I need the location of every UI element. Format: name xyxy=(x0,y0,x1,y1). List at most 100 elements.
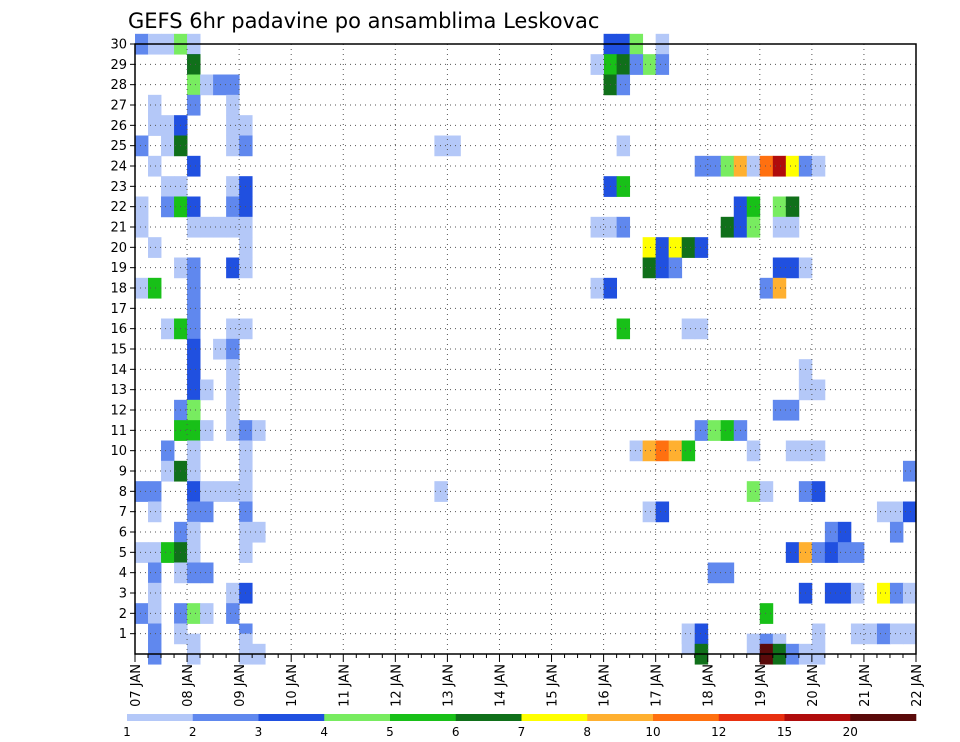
heat-cell xyxy=(161,196,175,218)
heat-cell xyxy=(707,562,722,584)
heat-cell xyxy=(902,501,917,523)
y-tick-label: 8 xyxy=(119,485,127,500)
y-tick-label: 29 xyxy=(110,58,127,73)
heat-cell xyxy=(694,318,709,340)
heat-cell xyxy=(785,440,800,462)
colorbar-legend: 1 2 3 4 5 6 7 8 10 12 15 20 xyxy=(123,714,917,739)
heat-cell xyxy=(681,633,696,655)
heat-cell xyxy=(707,155,722,177)
heat-cell xyxy=(616,176,631,197)
heat-cell xyxy=(824,542,839,563)
heat-cell xyxy=(226,216,240,238)
heat-cell xyxy=(811,481,826,502)
heat-cell xyxy=(226,359,240,380)
heat-cell xyxy=(785,257,800,279)
heat-cell xyxy=(187,399,201,421)
colorbar-swatch xyxy=(324,714,391,721)
heat-cell xyxy=(148,237,162,258)
heat-cell xyxy=(148,582,162,604)
heat-cell xyxy=(850,582,865,604)
heat-cell xyxy=(226,94,240,116)
heat-cell xyxy=(720,420,735,441)
heat-cell xyxy=(902,623,917,645)
x-tick-label: 13 JAN xyxy=(441,664,456,707)
heat-cell xyxy=(785,542,800,563)
heat-cell xyxy=(902,460,917,482)
y-tick-label: 22 xyxy=(110,200,127,215)
y-tick-label: 30 xyxy=(110,38,127,53)
heat-cell xyxy=(161,135,175,157)
heat-cell xyxy=(759,277,774,299)
x-tick-label: 08 JAN xyxy=(181,664,196,707)
colorbar-swatch xyxy=(521,714,588,721)
x-tick-label: 16 JAN xyxy=(598,664,613,707)
heat-cell xyxy=(720,216,735,238)
heat-cell xyxy=(226,257,240,279)
heat-cell xyxy=(681,440,696,462)
heat-cell xyxy=(876,623,891,645)
colorbar-label: 8 xyxy=(583,725,591,739)
y-tick-label: 9 xyxy=(119,465,127,480)
y-tick-label: 4 xyxy=(119,566,127,581)
plot-cells xyxy=(135,33,917,665)
heat-cell xyxy=(148,501,162,523)
x-tick-label: 09 JAN xyxy=(233,664,248,707)
heat-cell xyxy=(850,623,865,645)
x-tick-label: 17 JAN xyxy=(650,664,665,707)
heat-cell xyxy=(837,582,852,604)
x-tick-label: 20 JAN xyxy=(806,664,821,707)
heat-cell xyxy=(135,216,149,238)
x-tick-label: 18 JAN xyxy=(702,664,717,707)
y-tick-label: 16 xyxy=(110,322,127,337)
heat-cell xyxy=(226,399,240,421)
y-tick-label: 25 xyxy=(110,139,127,154)
heat-cell xyxy=(629,440,644,462)
heat-cell xyxy=(135,277,149,299)
x-tick-label: 10 JAN xyxy=(285,664,300,707)
heat-cell xyxy=(447,135,461,157)
heat-cell xyxy=(694,237,709,258)
heat-cell xyxy=(187,542,201,563)
heat-cell xyxy=(226,379,240,401)
heat-cell xyxy=(135,542,149,563)
heat-cell xyxy=(824,582,839,604)
heat-cell xyxy=(707,420,722,441)
heat-cell xyxy=(772,155,787,177)
heat-cell xyxy=(187,420,201,441)
colorbar-swatch xyxy=(653,714,720,721)
heat-cell xyxy=(642,237,657,258)
heat-cell xyxy=(213,481,227,502)
y-tick-label: 5 xyxy=(119,546,127,561)
heat-cell xyxy=(200,481,214,502)
heat-cell xyxy=(187,155,201,177)
heat-cell xyxy=(252,521,266,543)
y-axis: 1234567891011121314151617181920212223242… xyxy=(110,38,135,642)
x-tick-label: 11 JAN xyxy=(337,664,352,707)
y-tick-label: 7 xyxy=(119,505,127,520)
heat-cell xyxy=(811,542,826,563)
heat-cell xyxy=(655,440,670,462)
colorbar-swatch xyxy=(390,714,457,721)
heat-cell xyxy=(148,623,162,645)
heat-cell xyxy=(226,196,240,218)
heat-cell xyxy=(187,277,201,299)
heat-cell xyxy=(811,379,826,401)
heat-cell xyxy=(642,501,657,523)
heat-cell xyxy=(629,54,644,75)
x-axis: 07 JAN 08 JAN 09 JAN 10 JAN 11 JAN 12 JAN 13 J… xyxy=(129,654,925,707)
heat-cell xyxy=(772,399,787,421)
heat-cell xyxy=(772,257,787,279)
heat-cell xyxy=(135,481,149,502)
heat-cell xyxy=(148,277,162,299)
heat-cell xyxy=(187,338,201,360)
heat-cell xyxy=(226,176,240,197)
heat-cell xyxy=(785,216,800,238)
heat-cell xyxy=(200,216,214,238)
heat-cell xyxy=(148,155,162,177)
colorbar-label: 10 xyxy=(645,725,660,739)
colorbar-label: 1 xyxy=(123,725,131,739)
heat-cell xyxy=(876,582,891,604)
heat-cell xyxy=(187,74,201,96)
heat-cell xyxy=(226,603,240,624)
heat-cell xyxy=(837,542,852,563)
